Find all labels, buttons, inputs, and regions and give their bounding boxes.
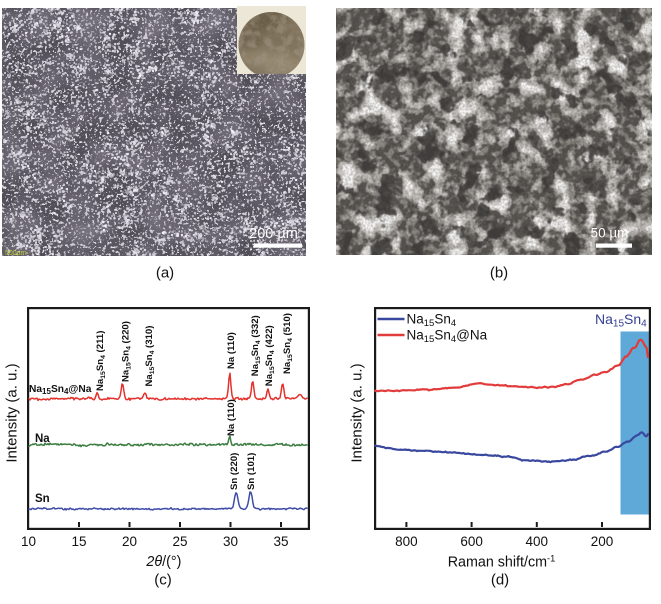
svg-text:Sn (101): Sn (101) — [246, 453, 257, 490]
svg-text:Na15​Sn4​ (510): Na15​Sn4​ (510) — [282, 313, 294, 374]
svg-text:(a): (a) — [156, 265, 174, 282]
svg-text:(b): (b) — [490, 265, 508, 282]
svg-text:20: 20 — [122, 534, 137, 549]
svg-text:Na15​Sn4​ (211): Na15​Sn4​ (211) — [95, 331, 107, 391]
svg-text:30: 30 — [223, 534, 238, 549]
svg-text:400: 400 — [526, 534, 549, 549]
svg-text:Na15Sn4@Na: Na15Sn4@Na — [407, 328, 488, 346]
svg-text:800: 800 — [395, 534, 418, 549]
svg-text:600: 600 — [460, 534, 483, 549]
svg-text:Na15Sn4: Na15Sn4 — [595, 311, 647, 330]
svg-text:Na15​Sn4​ (332): Na15​Sn4​ (332) — [250, 315, 262, 376]
svg-text:Na (110): Na (110) — [226, 399, 237, 436]
svg-text:200 µm: 200 µm — [249, 226, 298, 242]
svg-text:Na: Na — [35, 433, 50, 445]
svg-text:Na (110): Na (110) — [226, 332, 237, 369]
svg-text:200: 200 — [591, 534, 614, 549]
svg-text:35: 35 — [273, 534, 288, 549]
svg-text:15: 15 — [71, 534, 86, 549]
svg-text:Raman shift/cm-1: Raman shift/cm-1 — [448, 554, 556, 571]
svg-text:Na15Sn4: Na15Sn4 — [407, 312, 457, 330]
svg-text:2θ/(°): 2θ/(°) — [145, 554, 181, 570]
svg-text:Na15​Sn4​ (422): Na15​Sn4​ (422) — [264, 325, 276, 386]
svg-text:Intensity (a. u.): Intensity (a. u.) — [4, 363, 21, 462]
svg-text:25: 25 — [172, 534, 187, 549]
svg-text:10: 10 — [21, 534, 36, 549]
svg-text:Na15​Sn4​ (310): Na15​Sn4​ (310) — [144, 326, 156, 387]
svg-text:(d): (d) — [491, 572, 509, 589]
svg-text:Intensity (a. u.): Intensity (a. u.) — [349, 363, 366, 462]
svg-text:Sn: Sn — [35, 493, 50, 505]
svg-text:50 µm: 50 µm — [591, 226, 629, 241]
svg-text:Na15​Sn4​ (220): Na15​Sn4​ (220) — [120, 321, 132, 382]
svg-text:Sn (220): Sn (220) — [229, 453, 240, 490]
svg-text:Na15Sn4@Na: Na15Sn4@Na — [29, 384, 92, 396]
svg-text:(c): (c) — [154, 572, 172, 589]
